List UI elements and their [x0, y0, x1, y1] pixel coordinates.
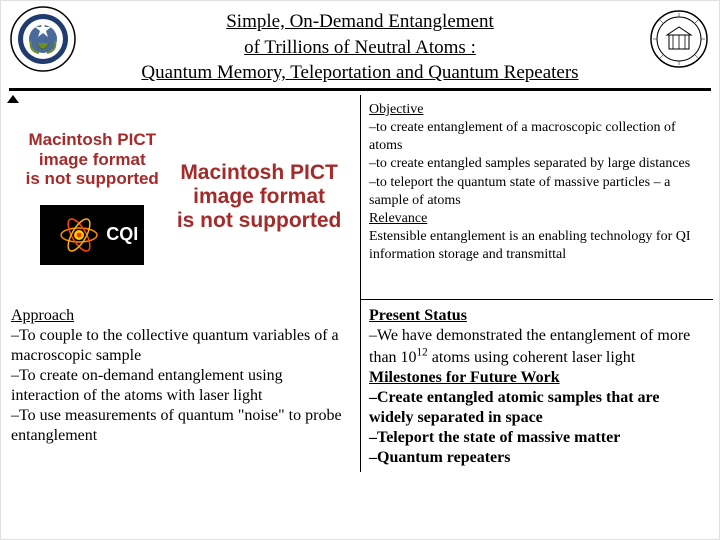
objective-heading: Objective: [369, 101, 707, 119]
approach-b1: –To couple to the collective quantum var…: [11, 327, 339, 364]
relevance-text: Estensible entanglement is an enabling t…: [369, 228, 707, 264]
status-s1-exp: 12: [417, 347, 428, 359]
pict-placeholder-small: Macintosh PICT image format is not suppo…: [26, 130, 159, 189]
pict2-l2: image format: [193, 185, 325, 208]
university-seal-icon: [649, 9, 709, 69]
milestone-2: –Teleport the state of massive matter: [369, 429, 620, 446]
title-line-3: Quantum Memory, Teleportation and Quantu…: [81, 60, 639, 86]
page-title: Simple, On-Demand Entanglement of Trilli…: [81, 9, 639, 86]
objective-b3: –to teleport the quantum state of massiv…: [369, 174, 707, 210]
objective-b1: –to create entanglement of a macroscopic…: [369, 119, 707, 155]
caret-icon: [7, 95, 19, 103]
pict-placeholder-large: Macintosh PICT image format is not suppo…: [177, 161, 342, 233]
status-heading: Present Status: [369, 307, 467, 324]
milestone-1: –Create entangled atomic samples that ar…: [369, 389, 659, 426]
dod-seal-icon: [9, 5, 77, 73]
milestones-heading: Milestones for Future Work: [369, 369, 560, 386]
pict2-l3: is not supported: [177, 209, 342, 232]
lower-half: Approach –To couple to the collective qu…: [7, 300, 713, 472]
status-panel: Present Status –We have demonstrated the…: [360, 300, 713, 472]
status-line: –We have demonstrated the entanglement o…: [369, 327, 690, 366]
cqi-label: CQI: [106, 224, 138, 245]
milestone-3: –Quantum repeaters: [369, 449, 510, 466]
pict-l3: is not supported: [26, 169, 159, 188]
pict-l2: image format: [39, 150, 146, 169]
cqi-row: CQI: [40, 205, 144, 265]
pict-l1: Macintosh PICT: [28, 130, 156, 149]
objective-b2: –to create entangled samples separated b…: [369, 155, 707, 173]
content-grid: Macintosh PICT image format is not suppo…: [1, 91, 719, 478]
approach-b2: –To create on-demand entanglement using …: [11, 367, 283, 404]
status-s1-post: atoms using coherent laser light: [428, 349, 636, 366]
relevance-heading: Relevance: [369, 210, 707, 228]
approach-panel: Approach –To couple to the collective qu…: [7, 300, 360, 472]
objective-panel: Objective –to create entanglement of a m…: [360, 95, 713, 300]
cqi-logo: CQI: [40, 205, 144, 265]
title-line-1: Simple, On-Demand Entanglement: [81, 9, 639, 35]
atom-icon: [58, 214, 100, 256]
slide: Simple, On-Demand Entanglement of Trilli…: [0, 0, 720, 540]
pict2-l1: Macintosh PICT: [180, 161, 338, 184]
title-line-2: of Trillions of Neutral Atoms :: [81, 35, 639, 61]
upper-left-panel: Macintosh PICT image format is not suppo…: [7, 95, 360, 300]
approach-b3: –To use measurements of quantum "noise" …: [11, 407, 342, 444]
header: Simple, On-Demand Entanglement of Trilli…: [1, 1, 719, 86]
approach-heading: Approach: [11, 307, 74, 324]
